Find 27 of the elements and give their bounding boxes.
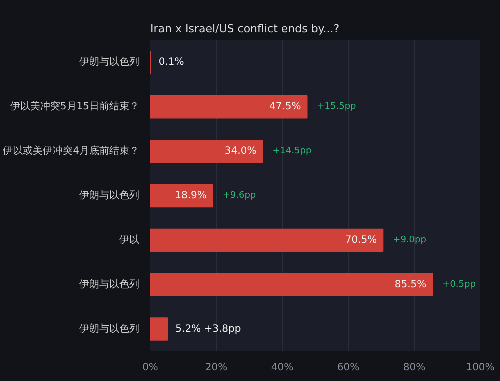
- text: 70.5% +9.0pp: [345, 234, 426, 246]
- y-tick-label: 伊以或美伊冲突4月底前结束？: [3, 145, 140, 158]
- text: 85.5% +0.5pp: [394, 279, 476, 290]
- y-tick-label: 伊朗与以色列: [80, 278, 140, 290]
- bar: [150, 140, 264, 164]
- y-tick-label: 伊朗与以色列: [80, 190, 140, 202]
- x-tick-label: 20%: [205, 362, 228, 374]
- data-label: 5.2% +3.8pp: [176, 324, 242, 335]
- y-tick-label: 伊朗与以色列: [80, 56, 140, 68]
- x-tick-label: 40%: [271, 362, 294, 374]
- x-tick-label: 60%: [337, 362, 360, 374]
- text: 47.5% +15.5pp: [269, 102, 356, 113]
- chart-title: Iran x Israel/US conflict ends by...?: [150, 22, 340, 36]
- text: 18.9% +9.6pp: [175, 190, 256, 202]
- y-tick-label: 伊以: [120, 234, 140, 246]
- y-tick-label: 伊朗与以色列: [80, 322, 140, 335]
- data-label: 0.1%: [158, 57, 184, 68]
- x-tick-label: 0%: [142, 362, 158, 374]
- bar: [150, 273, 434, 296]
- text: 34.0% +14.5pp: [224, 146, 312, 158]
- bar: [150, 96, 308, 119]
- x-tick-label: 80%: [403, 362, 426, 374]
- y-tick-label: 伊以美冲突5月15日前结束？: [10, 100, 140, 113]
- x-tick-label: 100%: [466, 362, 495, 374]
- bar: [150, 228, 384, 252]
- bar: [150, 318, 168, 341]
- bar: [150, 184, 214, 208]
